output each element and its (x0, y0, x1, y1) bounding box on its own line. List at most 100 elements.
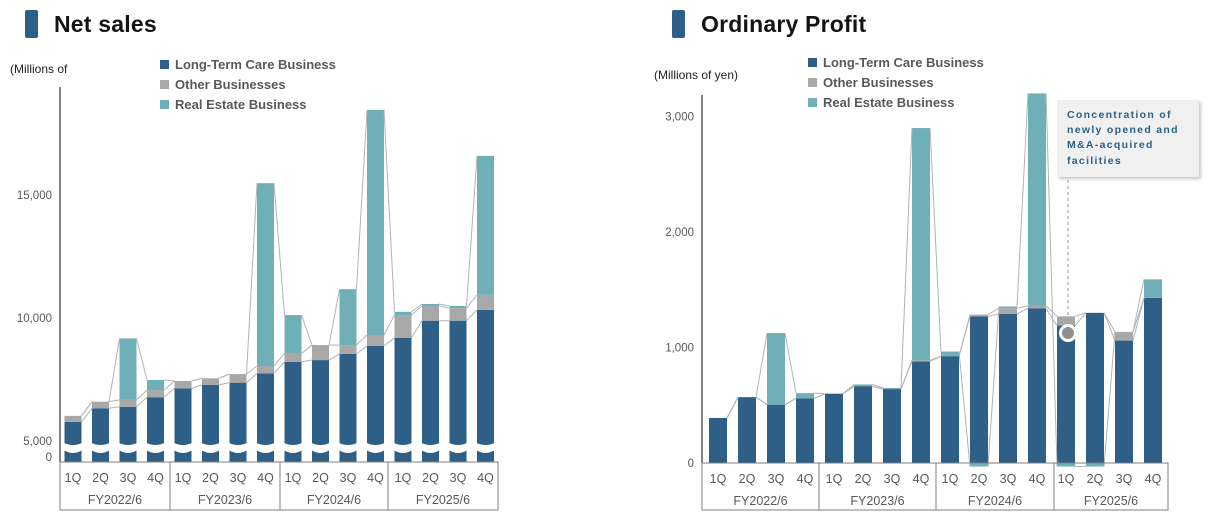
bar-3Q-FY2025/6 (1115, 331, 1133, 463)
segment-long-term-care (883, 389, 901, 463)
series-connector-line (784, 332, 797, 394)
segment-long-term-care (854, 386, 872, 463)
quarter-label: 1Q (65, 471, 82, 485)
fiscal-year-label: FY2024/6 (968, 494, 1022, 508)
bar-4Q-FY2022/6 (796, 393, 814, 463)
axis-break-gap (90, 442, 111, 453)
series-connector-line (273, 183, 285, 316)
bar-3Q-FY2023/6 (228, 374, 248, 462)
series-connector-line (108, 406, 120, 409)
ordinary-profit-plot: 0 1,000 2,000 3,000 1Q 2Q 3Q 4Q 1Q 2Q 3Q 4Q 1Q 2Q 3Q 4Q… (665, 93, 1169, 511)
long-term-care-swatch-icon (808, 58, 817, 67)
y-tick-label: 0 (46, 452, 52, 464)
segment-real-estate (477, 155, 494, 295)
axis-break-stub (339, 450, 357, 462)
segment-real-estate-negative (970, 463, 988, 467)
segment-other (202, 378, 219, 385)
segment-other (912, 360, 930, 362)
net-sales-title: Net sales (54, 10, 157, 37)
axis-break-gap (118, 442, 138, 453)
fiscal-year-label: FY2022/6 (733, 494, 787, 508)
legend-item-other-businesses: Other Businesses (808, 75, 984, 90)
series-connector-line (987, 307, 1000, 316)
quarter-label: 2Q (739, 472, 756, 486)
series-connector-line (900, 360, 913, 390)
series-connector-line (163, 380, 175, 391)
net-sales-unit-label: (Millions of (10, 62, 68, 76)
legend-label: Other Businesses (823, 75, 934, 90)
ordinary-profit-unit-label: (Millions of yen) (654, 68, 739, 82)
segment-long-term-care (1144, 297, 1162, 463)
axis-break-gap (475, 442, 496, 453)
axis-break-gap (200, 442, 221, 453)
series-connector-line (81, 401, 93, 417)
segment-long-term-care (1028, 308, 1046, 463)
y-tick-label: 15,000 (17, 190, 52, 202)
series-connector-line (246, 365, 258, 375)
series-connector-line (301, 314, 313, 346)
long-term-care-swatch-icon (160, 60, 169, 69)
series-connector-line (163, 387, 175, 398)
segment-other (1115, 331, 1133, 341)
series-connector-line (356, 109, 368, 290)
quarter-label: 2Q (855, 472, 872, 486)
bar-4Q-FY2025/6 (475, 155, 496, 462)
segment-other (284, 353, 302, 362)
segment-other (999, 308, 1017, 315)
series-connector-line (383, 337, 395, 347)
segment-real-estate (796, 393, 814, 399)
bar-3Q-FY2022/6 (118, 338, 138, 462)
fiscal-year-label: FY2025/6 (416, 493, 470, 507)
segment-real-estate (119, 338, 137, 400)
y-tick-label: 3,000 (665, 112, 694, 124)
quarter-label: 3Q (1000, 472, 1017, 486)
segment-long-term-care (367, 345, 384, 446)
series-connector-line (958, 314, 971, 357)
bar-1Q-FY2024/6 (941, 351, 959, 463)
quarter-label: 1Q (1058, 472, 1075, 486)
segment-other (92, 401, 109, 409)
segment-other (257, 365, 274, 374)
bar-4Q-FY2022/6 (145, 379, 166, 462)
series-connector-line (218, 382, 230, 386)
series-connector-line (466, 309, 478, 322)
legend-item-other-businesses: Other Businesses (160, 77, 336, 92)
bar-1Q-FY2023/6 (825, 393, 843, 463)
segment-real-estate (422, 303, 439, 306)
legend-item-long-term-care: Long-Term Care Business (160, 57, 336, 72)
series-connector-line (191, 377, 203, 382)
net-sales-chart: Net sales (Millions of Long-Term Care Bu… (0, 0, 520, 519)
segment-long-term-care (709, 417, 727, 463)
bar-3Q-FY2022/6 (767, 333, 785, 463)
axis-break-stub (147, 450, 164, 462)
segment-other (147, 390, 164, 398)
quarter-label: 4Q (797, 472, 814, 486)
series-connector-line (1103, 312, 1116, 333)
fiscal-year-label: FY2024/6 (307, 493, 361, 507)
series-connector-line (356, 334, 368, 346)
series-connector-line (356, 345, 368, 355)
series-connector-line (163, 379, 175, 382)
axis-break-gap (393, 442, 413, 453)
bar-3Q-FY2024/6 (999, 306, 1017, 463)
bar-3Q-FY2024/6 (338, 289, 358, 462)
series-connector-line (411, 305, 423, 316)
series-connector-line (1103, 312, 1116, 341)
series-connector-line (987, 313, 1000, 317)
axis-break-stub (64, 450, 82, 462)
series-connector-line (218, 373, 230, 379)
legend-label: Real Estate Business (823, 95, 955, 110)
legend-item-real-estate: Real Estate Business (808, 95, 984, 110)
category-axis-box (59, 461, 499, 511)
series-connector-line (328, 353, 340, 361)
series-connector-line (1074, 312, 1087, 317)
series-connector-line (411, 320, 423, 339)
ordinary-profit-title: Ordinary Profit (701, 10, 867, 37)
quarter-label: 2Q (202, 471, 219, 485)
quarter-label: 2Q (971, 472, 988, 486)
quarter-label: 4Q (257, 471, 274, 485)
segment-long-term-care (119, 406, 137, 446)
quarter-label: 2Q (422, 471, 439, 485)
series-connector-line (191, 384, 203, 389)
ordinary-profit-title-row: Ordinary Profit (672, 10, 866, 38)
